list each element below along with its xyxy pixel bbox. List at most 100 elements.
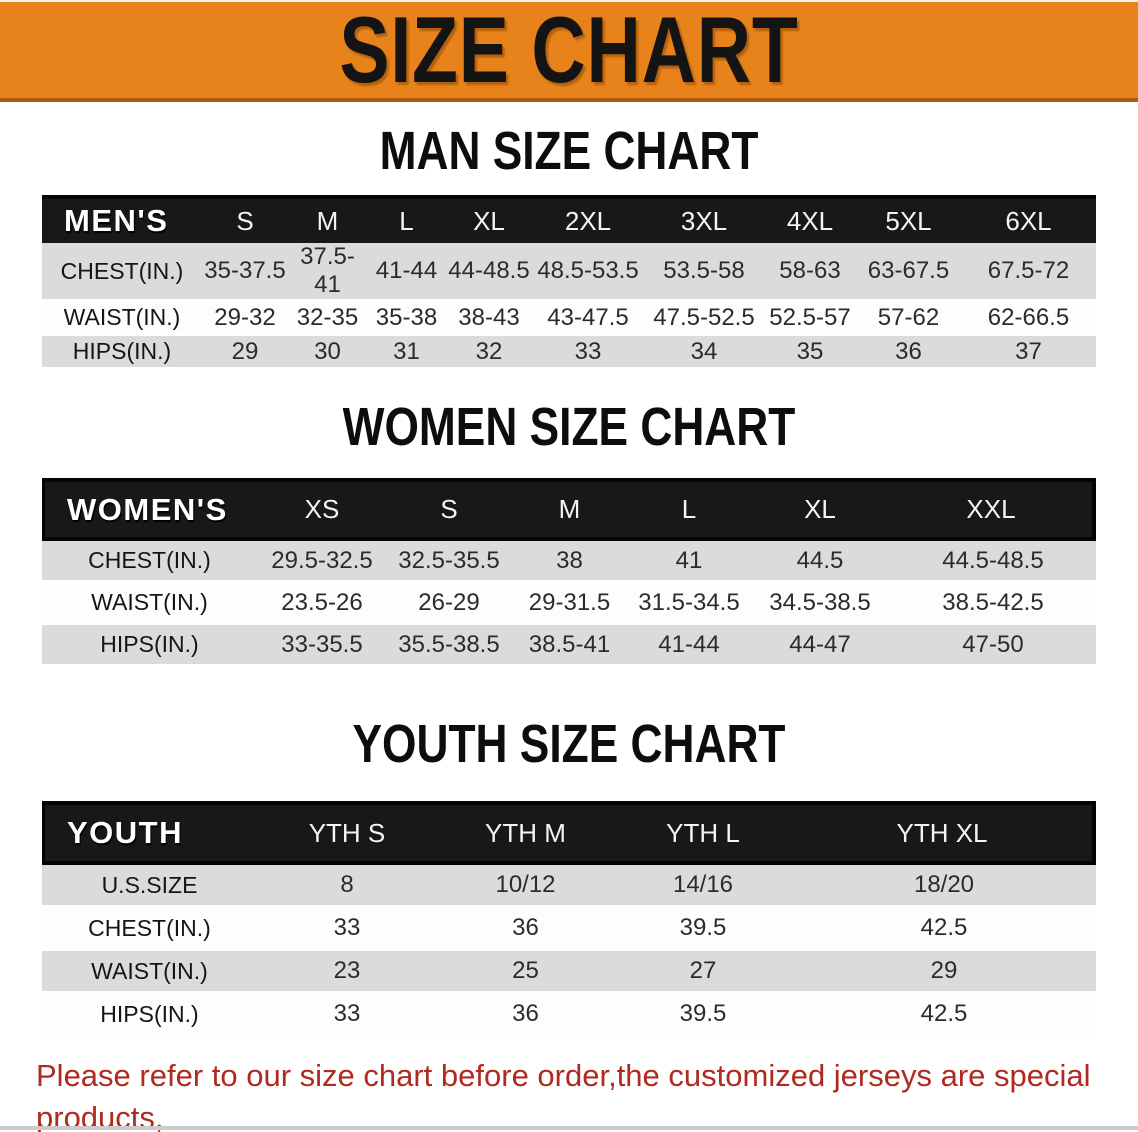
size-col-header: 3XL bbox=[644, 195, 764, 243]
size-col-header: YTH L bbox=[614, 801, 792, 865]
row-label: WAIST(IN.) bbox=[42, 302, 202, 336]
women-size-table: WOMEN'S XS S M L XL XXL CHEST(IN.) 29.5-… bbox=[42, 478, 1096, 667]
youth-section-title-text: YOUTH SIZE CHART bbox=[352, 714, 786, 774]
measurement-cell: 47.5-52.5 bbox=[644, 302, 764, 336]
measurement-cell: 38 bbox=[511, 541, 628, 583]
measurement-cell: 31.5-34.5 bbox=[628, 583, 750, 625]
table-row: CHEST(IN.) 35-37.5 37.5-41 41-44 44-48.5… bbox=[42, 243, 1096, 302]
banner-title: SIZE CHART bbox=[339, 0, 799, 102]
men-section-title: MAN SIZE CHART bbox=[0, 124, 1138, 178]
measurement-cell: 27 bbox=[614, 951, 792, 994]
youth-section-title: YOUTH SIZE CHART bbox=[0, 717, 1138, 771]
measurement-cell: 52.5-57 bbox=[764, 302, 856, 336]
row-label: HIPS(IN.) bbox=[42, 336, 202, 370]
measurement-cell: 58-63 bbox=[764, 243, 856, 302]
size-col-header: YTH M bbox=[437, 801, 614, 865]
size-col-header: XL bbox=[750, 478, 890, 541]
size-col-header: YTH S bbox=[257, 801, 437, 865]
measurement-cell: 29-31.5 bbox=[511, 583, 628, 625]
size-col-header: 2XL bbox=[532, 195, 644, 243]
measurement-cell: 39.5 bbox=[614, 908, 792, 951]
measurement-cell: 41-44 bbox=[628, 625, 750, 667]
measurement-cell: 32-35 bbox=[288, 302, 367, 336]
measurement-cell: 33 bbox=[532, 336, 644, 370]
measurement-cell: 37 bbox=[961, 336, 1096, 370]
measurement-cell: 23.5-26 bbox=[257, 583, 387, 625]
table-row: HIPS(IN.) 29 30 31 32 33 34 35 36 37 bbox=[42, 336, 1096, 370]
measurement-cell: 29-32 bbox=[202, 302, 288, 336]
measurement-cell: 41 bbox=[628, 541, 750, 583]
size-col-header: XS bbox=[257, 478, 387, 541]
row-label: HIPS(IN.) bbox=[42, 994, 257, 1037]
row-label: CHEST(IN.) bbox=[42, 243, 202, 302]
measurement-cell: 43-47.5 bbox=[532, 302, 644, 336]
row-label: U.S.SIZE bbox=[42, 865, 257, 908]
measurement-cell: 39.5 bbox=[614, 994, 792, 1037]
disclaimer-line1: Please refer to our size chart before or… bbox=[36, 1058, 1091, 1132]
table-row: U.S.SIZE 8 10/12 14/16 18/20 bbox=[42, 865, 1096, 908]
measurement-cell: 53.5-58 bbox=[644, 243, 764, 302]
measurement-cell: 38.5-41 bbox=[511, 625, 628, 667]
measurement-cell: 36 bbox=[856, 336, 961, 370]
measurement-cell: 29 bbox=[792, 951, 1096, 994]
size-col-header: L bbox=[367, 195, 446, 243]
measurement-cell: 33-35.5 bbox=[257, 625, 387, 667]
measurement-cell: 57-62 bbox=[856, 302, 961, 336]
women-section: WOMEN SIZE CHART WOMEN'S XS S M L XL XXL bbox=[0, 400, 1138, 667]
women-section-title-text: WOMEN SIZE CHART bbox=[342, 397, 796, 457]
men-section: MAN SIZE CHART MEN'S S M L XL 2XL 3XL 4X… bbox=[0, 124, 1138, 370]
row-label: HIPS(IN.) bbox=[42, 625, 257, 667]
youth-header-row: YOUTH YTH S YTH M YTH L YTH XL bbox=[42, 801, 1096, 865]
measurement-cell: 48.5-53.5 bbox=[532, 243, 644, 302]
measurement-cell: 35-37.5 bbox=[202, 243, 288, 302]
men-section-title-text: MAN SIZE CHART bbox=[379, 121, 759, 181]
measurement-cell: 47-50 bbox=[890, 625, 1096, 667]
table-row: CHEST(IN.) 33 36 39.5 42.5 bbox=[42, 908, 1096, 951]
women-header-row: WOMEN'S XS S M L XL XXL bbox=[42, 478, 1096, 541]
row-label: CHEST(IN.) bbox=[42, 908, 257, 951]
measurement-cell: 34 bbox=[644, 336, 764, 370]
measurement-cell: 32 bbox=[446, 336, 532, 370]
measurement-cell: 63-67.5 bbox=[856, 243, 961, 302]
measurement-cell: 44.5-48.5 bbox=[890, 541, 1096, 583]
measurement-cell: 38-43 bbox=[446, 302, 532, 336]
women-section-title: WOMEN SIZE CHART bbox=[0, 400, 1138, 454]
row-label: WAIST(IN.) bbox=[42, 583, 257, 625]
measurement-cell: 32.5-35.5 bbox=[387, 541, 511, 583]
row-label: WAIST(IN.) bbox=[42, 951, 257, 994]
size-col-header: 5XL bbox=[856, 195, 961, 243]
measurement-cell: 44.5 bbox=[750, 541, 890, 583]
banner: SIZE CHART bbox=[0, 0, 1138, 102]
size-col-header: S bbox=[387, 478, 511, 541]
size-col-header: XL bbox=[446, 195, 532, 243]
table-row: HIPS(IN.) 33-35.5 35.5-38.5 38.5-41 41-4… bbox=[42, 625, 1096, 667]
measurement-cell: 10/12 bbox=[437, 865, 614, 908]
size-col-header: S bbox=[202, 195, 288, 243]
row-label: CHEST(IN.) bbox=[42, 541, 257, 583]
measurement-cell: 67.5-72 bbox=[961, 243, 1096, 302]
measurement-cell: 33 bbox=[257, 994, 437, 1037]
men-size-table: MEN'S S M L XL 2XL 3XL 4XL 5XL 6XL CHEST… bbox=[42, 195, 1096, 370]
measurement-cell: 62-66.5 bbox=[961, 302, 1096, 336]
men-header-row: MEN'S S M L XL 2XL 3XL 4XL 5XL 6XL bbox=[42, 195, 1096, 243]
measurement-cell: 29.5-32.5 bbox=[257, 541, 387, 583]
measurement-cell: 42.5 bbox=[792, 994, 1096, 1037]
measurement-cell: 44-47 bbox=[750, 625, 890, 667]
measurement-cell: 14/16 bbox=[614, 865, 792, 908]
measurement-cell: 31 bbox=[367, 336, 446, 370]
measurement-cell: 36 bbox=[437, 908, 614, 951]
measurement-cell: 25 bbox=[437, 951, 614, 994]
women-table-corner-label: WOMEN'S bbox=[42, 478, 257, 541]
measurement-cell: 26-29 bbox=[387, 583, 511, 625]
measurement-cell: 18/20 bbox=[792, 865, 1096, 908]
disclaimer: Please refer to our size chart before or… bbox=[36, 1055, 1138, 1132]
size-col-header: XXL bbox=[890, 478, 1096, 541]
size-col-header: 4XL bbox=[764, 195, 856, 243]
size-col-header: YTH XL bbox=[792, 801, 1096, 865]
measurement-cell: 29 bbox=[202, 336, 288, 370]
table-row: WAIST(IN.) 23.5-26 26-29 29-31.5 31.5-34… bbox=[42, 583, 1096, 625]
measurement-cell: 37.5-41 bbox=[288, 243, 367, 302]
measurement-cell: 35-38 bbox=[367, 302, 446, 336]
measurement-cell: 42.5 bbox=[792, 908, 1096, 951]
